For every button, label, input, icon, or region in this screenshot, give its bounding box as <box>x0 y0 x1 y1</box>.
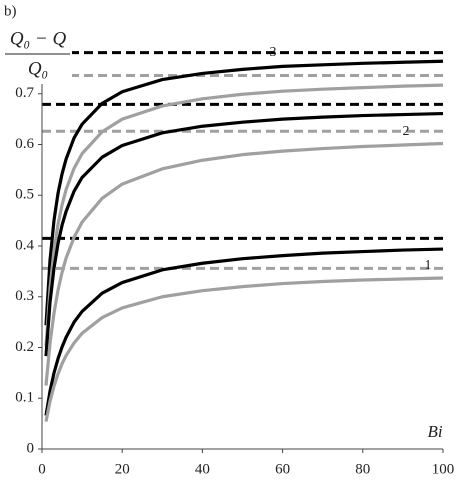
y-tick-label: 0 <box>27 440 35 456</box>
y-label-numerator: Q₀ − Q <box>10 28 67 49</box>
y-label-denominator: Q₀ <box>28 58 48 79</box>
x-tick-label: 0 <box>38 461 46 477</box>
curve <box>44 247 444 416</box>
x-tick-label: 100 <box>432 461 455 477</box>
y-tick-label: 0.6 <box>15 136 34 152</box>
panel-label: b) <box>4 3 17 19</box>
curve <box>44 83 444 347</box>
label-backing <box>2 28 72 84</box>
curve-annotation: 2 <box>403 124 410 139</box>
y-tick-label: 0.5 <box>15 187 34 203</box>
y-tick-label: 0.1 <box>15 390 34 406</box>
curve-annotation: 1 <box>425 258 432 273</box>
curve <box>44 59 444 326</box>
x-tick-label: 40 <box>195 461 210 477</box>
curve <box>44 141 444 386</box>
y-tick-label: 0.4 <box>15 237 34 253</box>
curve-annotation: 3 <box>270 45 277 60</box>
curve <box>44 276 444 422</box>
x-tick-label: 20 <box>115 461 130 477</box>
x-tick-label: 80 <box>355 461 370 477</box>
x-label: Bi <box>427 422 442 441</box>
y-tick-label: 0.2 <box>15 339 34 355</box>
x-tick-label: 60 <box>275 461 290 477</box>
y-tick-label: 0.7 <box>15 85 34 101</box>
curve <box>44 111 444 357</box>
y-tick-label: 0.3 <box>15 288 34 304</box>
